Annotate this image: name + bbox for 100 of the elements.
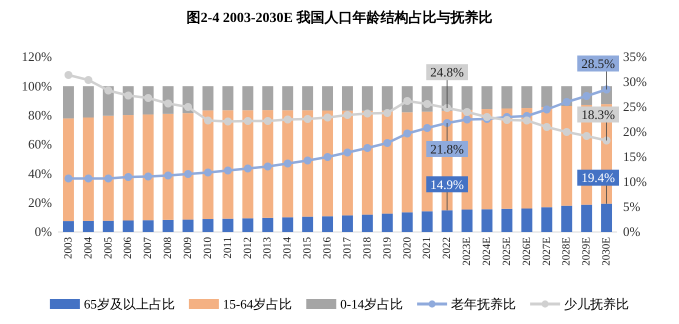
bar: [182, 220, 194, 232]
bar: [282, 217, 294, 232]
point: [363, 110, 372, 118]
bar: [142, 220, 154, 232]
point: [124, 92, 132, 100]
point: [264, 117, 272, 125]
x-tick-label: 2019: [381, 236, 394, 259]
bar: [242, 86, 254, 110]
point: [84, 174, 92, 182]
point: [542, 106, 551, 114]
point: [542, 123, 551, 131]
x-tick-label: 2029E: [580, 236, 593, 266]
point: [244, 164, 252, 172]
bar: [481, 109, 492, 210]
bar: [282, 110, 294, 218]
bar: [362, 86, 373, 111]
bar: [481, 209, 492, 232]
point: [383, 109, 392, 117]
data-label: 28.5%: [581, 56, 616, 71]
bar: [302, 216, 314, 232]
data-label: 19.4%: [581, 170, 616, 186]
legend-label: 老年抚养比: [451, 296, 516, 312]
x-tick-label: 2015: [302, 236, 314, 259]
bar: [182, 113, 194, 220]
bar: [501, 86, 512, 108]
x-tick-label: 2022: [441, 237, 454, 259]
y2-tick-label: 15%: [623, 149, 647, 164]
x-tick-label: 2020: [401, 236, 414, 259]
point: [343, 111, 352, 119]
x-tick-label: 2016: [322, 236, 334, 259]
data-label: 24.8%: [430, 64, 464, 80]
point: [522, 116, 531, 124]
point: [304, 156, 312, 164]
bar: [202, 86, 214, 110]
point: [383, 139, 392, 147]
bar: [262, 110, 274, 218]
y-tick-label: 60%: [28, 136, 52, 152]
y2-tick-label: 10%: [623, 174, 647, 190]
point: [363, 144, 372, 152]
x-tick-label: 2027E: [540, 236, 553, 266]
bar: [262, 218, 274, 232]
point: [602, 136, 611, 144]
bar: [242, 110, 254, 218]
point: [324, 114, 332, 122]
x-tick-label: 2005: [102, 236, 114, 259]
x-tick-label: 2030E: [600, 236, 613, 266]
bar: [162, 220, 174, 232]
point: [164, 172, 172, 180]
x-tick-label: 2025E: [500, 236, 513, 266]
x-tick-label: 2012: [242, 237, 254, 259]
legend-label: 少儿抚养比: [564, 296, 630, 312]
x-tick-label: 2003: [62, 236, 74, 259]
bar: [302, 86, 314, 110]
bar: [382, 110, 393, 214]
bar: [541, 86, 552, 108]
point: [184, 170, 192, 178]
point: [403, 130, 412, 138]
x-tick-label: 2017: [341, 236, 354, 259]
bar: [222, 218, 234, 232]
bar: [521, 108, 532, 209]
bar: [362, 110, 373, 215]
bar: [462, 86, 473, 110]
y-tick-label: 40%: [28, 166, 52, 181]
bar: [402, 212, 413, 232]
point: [423, 100, 432, 108]
point: [602, 86, 611, 94]
y2-tick-label: 20%: [623, 124, 647, 140]
x-tick-label: 2008: [162, 236, 174, 259]
bar: [322, 110, 334, 216]
point: [284, 116, 292, 124]
bar: [362, 214, 373, 232]
legend-label: 65岁及以上占比: [84, 296, 175, 312]
y2-tick-label: 5%: [623, 199, 640, 214]
y2-tick-label: 25%: [623, 99, 647, 114]
bar: [82, 86, 94, 118]
bar: [382, 214, 393, 232]
point: [562, 98, 571, 106]
bar: [322, 216, 334, 232]
y-tick-label: 100%: [22, 78, 52, 94]
bar: [342, 215, 353, 232]
bar: [102, 116, 114, 221]
point: [443, 119, 452, 127]
point: [224, 166, 232, 174]
bar: [501, 108, 512, 209]
point: [463, 116, 472, 124]
point: [264, 162, 272, 170]
x-tick-label: 2024E: [480, 236, 493, 266]
point: [582, 132, 591, 140]
x-tick-label: 2023E: [461, 236, 474, 266]
point: [204, 116, 212, 124]
y-tick-label: 120%: [22, 49, 52, 64]
point: [64, 174, 72, 182]
bar: [222, 110, 234, 219]
point: [324, 153, 332, 161]
point: [244, 117, 252, 125]
x-tick-label: 2011: [222, 237, 234, 259]
point: [562, 128, 571, 136]
x-tick-label: 2026E: [520, 236, 533, 266]
point: [104, 86, 112, 94]
bar: [422, 211, 433, 232]
